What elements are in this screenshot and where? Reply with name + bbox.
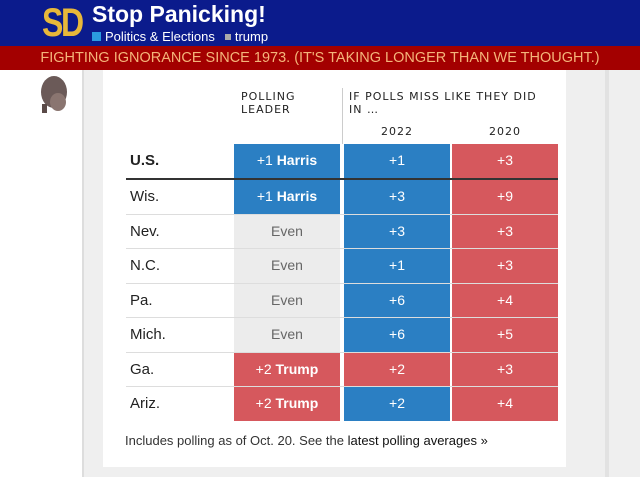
- miss-2022-cell: +2: [344, 387, 450, 421]
- state-label: U.S.: [130, 152, 160, 169]
- state-label: Ariz.: [130, 395, 160, 412]
- header-polling-leader: POLLING LEADER: [241, 90, 296, 116]
- breadcrumb-tag[interactable]: trump: [234, 29, 269, 44]
- miss-2020-cell: +5: [452, 318, 558, 352]
- miss-2020-cell: +4: [452, 387, 558, 421]
- breadcrumb-category[interactable]: Politics & Elections: [105, 29, 215, 44]
- state-label: N.C.: [130, 257, 160, 274]
- latest-polling-link[interactable]: latest polling averages »: [347, 433, 488, 448]
- header-2022: 2022: [381, 125, 413, 138]
- miss-2020-cell: +3: [452, 353, 558, 387]
- table-row: U.S. +1 Harris +1 +3: [126, 144, 558, 178]
- table-row: N.C. Even +1 +3: [126, 248, 558, 283]
- avatar[interactable]: [36, 72, 72, 114]
- miss-2020-cell: +3: [452, 215, 558, 249]
- polling-leader-cell: +2 Trump: [234, 353, 340, 387]
- state-label: Wis.: [130, 188, 160, 205]
- miss-2020-cell: +3: [452, 249, 558, 283]
- category-icon: [92, 32, 101, 41]
- miss-2020-cell: +9: [452, 180, 558, 214]
- miss-2022-cell: +6: [344, 284, 450, 318]
- miss-2022-cell: +1: [344, 144, 450, 178]
- lead-margin: Even: [271, 257, 303, 273]
- table-row: Mich. Even +6 +5: [126, 317, 558, 352]
- lead-margin: Even: [271, 292, 303, 308]
- breadcrumb: Politics & Elections trump: [92, 29, 268, 44]
- miss-2022-cell: +3: [344, 215, 450, 249]
- miss-2020-cell: +4: [452, 284, 558, 318]
- us-separator: [126, 178, 558, 180]
- footer-text: Includes polling as of Oct. 20. See the: [125, 433, 348, 448]
- header-2020: 2020: [489, 125, 521, 138]
- lead-margin: +2: [255, 395, 272, 411]
- scrollbar[interactable]: [605, 70, 609, 477]
- lead-margin: +1: [256, 188, 273, 204]
- leader-name: Harris: [276, 188, 318, 204]
- table-row: Nev. Even +3 +3: [126, 214, 558, 249]
- miss-2022-cell: +1: [344, 249, 450, 283]
- thread-title: Stop Panicking!: [92, 1, 266, 27]
- leader-name: Trump: [275, 395, 319, 411]
- miss-2020-cell: +3: [452, 144, 558, 178]
- polling-leader-cell: Even: [234, 318, 340, 352]
- miss-2022-cell: +2: [344, 353, 450, 387]
- polling-leader-cell: Even: [234, 215, 340, 249]
- state-label: Nev.: [130, 223, 160, 240]
- miss-2022-cell: +3: [344, 180, 450, 214]
- table-row: Wis. +1 Harris +3 +9: [126, 179, 558, 214]
- leader-name: Trump: [275, 361, 319, 377]
- lead-margin: Even: [271, 223, 303, 239]
- sidebar: [0, 70, 84, 477]
- lead-margin: +1: [256, 152, 273, 168]
- site-header: SD Stop Panicking! Politics & Elections …: [0, 0, 640, 46]
- tag-icon: [224, 33, 231, 40]
- polling-leader-cell: +1 Harris: [234, 180, 340, 214]
- lead-margin: Even: [271, 326, 303, 342]
- state-label: Ga.: [130, 361, 155, 378]
- footer-note: Includes polling as of Oct. 20. See the …: [125, 433, 488, 448]
- table-row: Ariz. +2 Trump +2 +4: [126, 386, 558, 421]
- leader-name: Harris: [276, 152, 318, 168]
- site-logo[interactable]: SD: [42, 1, 84, 45]
- tagline: FIGHTING IGNORANCE SINCE 1973. (IT'S TAK…: [0, 46, 640, 70]
- header-polls-miss: IF POLLS MISS LIKE THEY DID IN …: [349, 90, 537, 116]
- polling-leader-cell: +2 Trump: [234, 387, 340, 421]
- lead-margin: +2: [255, 361, 272, 377]
- polling-leader-cell: Even: [234, 284, 340, 318]
- state-label: Pa.: [130, 292, 153, 309]
- miss-2022-cell: +6: [344, 318, 450, 352]
- divider: [342, 88, 343, 144]
- table-row: Pa. Even +6 +4: [126, 283, 558, 318]
- table-row: Ga. +2 Trump +2 +3: [126, 352, 558, 387]
- state-label: Mich.: [130, 326, 166, 343]
- polling-leader-cell: Even: [234, 249, 340, 283]
- polling-leader-cell: +1 Harris: [234, 144, 340, 178]
